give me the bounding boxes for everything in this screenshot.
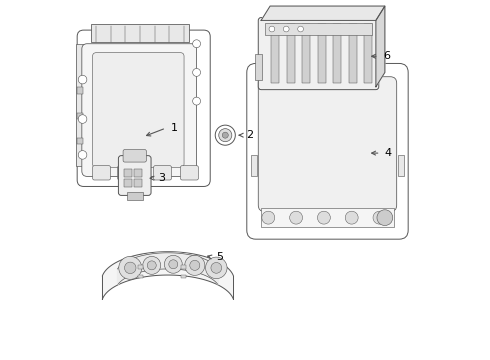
Bar — [138, 275, 143, 278]
Bar — [365, 24, 372, 83]
Text: 1: 1 — [171, 123, 177, 133]
Circle shape — [119, 256, 142, 279]
FancyBboxPatch shape — [77, 30, 210, 186]
Circle shape — [143, 256, 161, 274]
Polygon shape — [118, 253, 218, 285]
Text: 3: 3 — [159, 173, 166, 183]
Circle shape — [318, 211, 330, 224]
Text: 4: 4 — [385, 148, 392, 158]
Circle shape — [193, 68, 200, 76]
Bar — [398, 155, 403, 176]
Bar — [76, 44, 89, 166]
Text: 6: 6 — [383, 51, 390, 61]
Circle shape — [283, 26, 289, 32]
Bar — [134, 179, 142, 187]
Circle shape — [269, 26, 275, 32]
Polygon shape — [261, 6, 385, 21]
Bar — [77, 138, 83, 144]
Bar — [126, 192, 143, 200]
Circle shape — [169, 260, 178, 269]
Text: 2: 2 — [246, 130, 253, 140]
FancyBboxPatch shape — [118, 166, 136, 180]
Circle shape — [164, 255, 182, 273]
Bar — [255, 54, 262, 80]
Bar — [77, 113, 83, 119]
Bar — [349, 24, 357, 83]
FancyBboxPatch shape — [93, 53, 184, 167]
Bar — [124, 169, 132, 177]
FancyBboxPatch shape — [180, 166, 198, 180]
FancyBboxPatch shape — [82, 44, 196, 176]
Circle shape — [222, 132, 228, 138]
Circle shape — [377, 210, 393, 226]
Circle shape — [205, 257, 227, 279]
FancyBboxPatch shape — [258, 18, 379, 90]
Bar — [318, 24, 326, 83]
Bar — [261, 208, 394, 227]
Bar — [287, 24, 294, 83]
Bar — [181, 265, 186, 269]
Circle shape — [185, 255, 205, 275]
Bar — [91, 24, 190, 42]
Circle shape — [211, 262, 221, 273]
Circle shape — [190, 260, 200, 270]
Bar — [77, 87, 83, 94]
Circle shape — [78, 150, 87, 159]
Circle shape — [193, 40, 200, 48]
Polygon shape — [376, 6, 385, 87]
FancyBboxPatch shape — [258, 77, 397, 212]
Circle shape — [147, 261, 156, 270]
Circle shape — [219, 129, 232, 142]
Circle shape — [345, 211, 358, 224]
Bar — [251, 155, 257, 176]
Circle shape — [78, 115, 87, 123]
Bar — [265, 23, 372, 35]
Bar — [271, 24, 279, 83]
FancyBboxPatch shape — [119, 156, 151, 195]
Circle shape — [290, 211, 302, 224]
Polygon shape — [102, 252, 233, 299]
Bar — [134, 169, 142, 177]
Circle shape — [78, 75, 87, 84]
Circle shape — [193, 97, 200, 105]
FancyBboxPatch shape — [123, 149, 147, 162]
FancyBboxPatch shape — [247, 63, 408, 239]
FancyBboxPatch shape — [153, 166, 172, 180]
Bar — [138, 265, 143, 269]
Text: 5: 5 — [216, 252, 223, 262]
Circle shape — [373, 211, 386, 224]
Bar — [181, 275, 186, 278]
Circle shape — [124, 262, 136, 274]
Circle shape — [262, 211, 275, 224]
FancyBboxPatch shape — [93, 166, 111, 180]
Bar — [333, 24, 341, 83]
Bar — [124, 179, 132, 187]
Bar — [302, 24, 310, 83]
Circle shape — [215, 125, 235, 145]
Circle shape — [298, 26, 303, 32]
